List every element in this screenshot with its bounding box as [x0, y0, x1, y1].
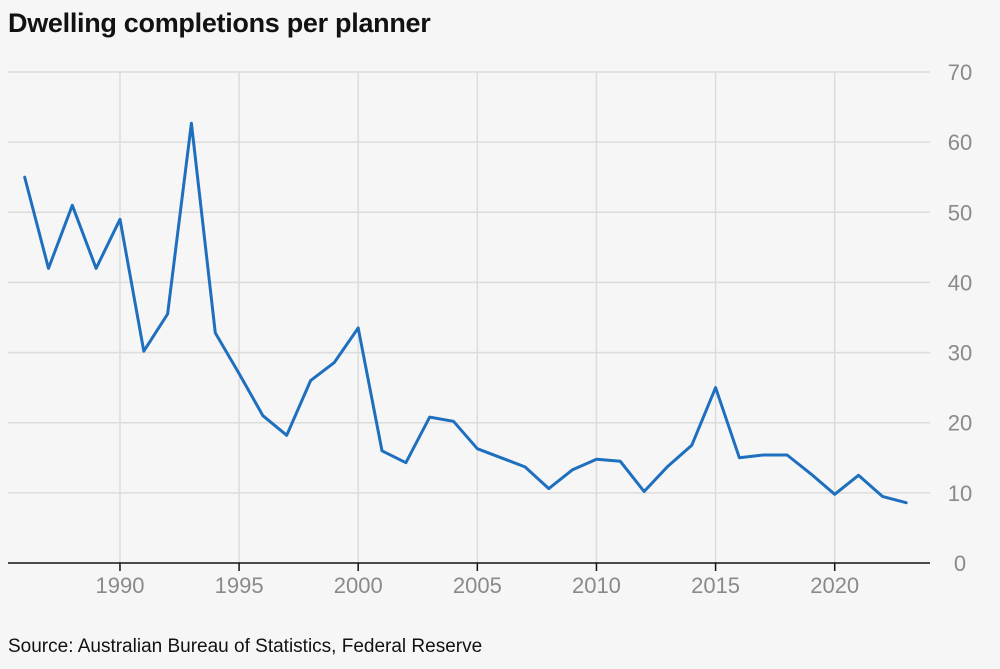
- x-tick-label: 2010: [572, 573, 621, 598]
- y-tick-label: 60: [948, 130, 972, 155]
- x-tick-label: 2000: [334, 573, 383, 598]
- y-axis: 0 10 20 30 40 50 60 70: [948, 60, 972, 576]
- x-tick-label: 2020: [810, 573, 859, 598]
- y-tick-label: 50: [948, 200, 972, 225]
- source-note: Source: Australian Bureau of Statistics,…: [8, 636, 483, 657]
- x-tick-label: 1995: [215, 573, 264, 598]
- chart-title: Dwelling completions per planner: [8, 8, 431, 38]
- y-tick-label: 70: [948, 60, 972, 85]
- series-line: [23, 121, 908, 505]
- x-tick-label: 2005: [453, 573, 502, 598]
- x-tick-label: 2015: [691, 573, 740, 598]
- y-tick-label: 20: [948, 411, 972, 436]
- grid-lines: [8, 71, 930, 563]
- y-tick-label: 0: [954, 551, 966, 576]
- x-axis: 1990 1995 2000 2005 2010 2015 2020: [8, 562, 930, 598]
- x-tick-label: 1990: [95, 573, 144, 598]
- y-tick-label: 10: [948, 481, 972, 506]
- series-layer: [23, 121, 908, 505]
- y-tick-label: 30: [948, 341, 972, 366]
- y-tick-label: 40: [948, 270, 972, 295]
